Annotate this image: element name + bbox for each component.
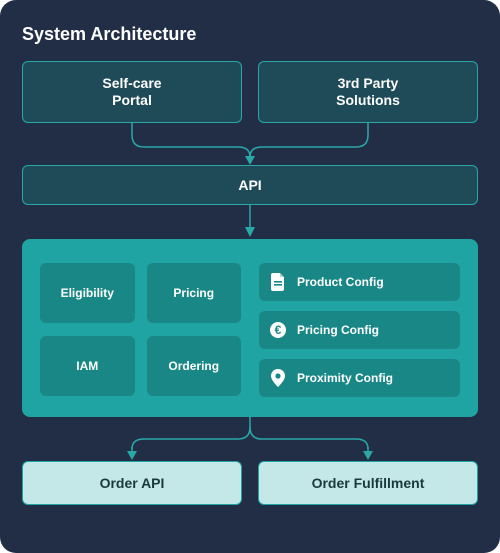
box-selfcare-portal: Self-carePortal — [22, 61, 242, 123]
architecture-diagram: System Architecture Self-carePortal 3rd … — [0, 0, 500, 553]
box-label: Self-carePortal — [102, 75, 161, 110]
config-product: Product Config — [259, 263, 460, 301]
service-iam: IAM — [40, 336, 135, 396]
svg-text:€: € — [275, 323, 282, 337]
config-pricing: € Pricing Config — [259, 311, 460, 349]
box-order-api: Order API — [22, 461, 242, 505]
top-row: Self-carePortal 3rd PartySolutions — [22, 61, 478, 123]
config-label: Proximity Config — [297, 371, 393, 385]
diagram-title: System Architecture — [22, 24, 478, 45]
box-3rd-party-solutions: 3rd PartySolutions — [258, 61, 478, 123]
service-ordering: Ordering — [147, 336, 242, 396]
bottom-row: Order API Order Fulfillment — [22, 461, 478, 505]
config-list: Product Config € Pricing Config Proximit… — [259, 263, 460, 397]
euro-icon: € — [269, 321, 287, 339]
config-label: Product Config — [297, 275, 384, 289]
service-pricing: Pricing — [147, 263, 242, 323]
service-eligibility: Eligibility — [40, 263, 135, 323]
pin-icon — [269, 369, 287, 387]
connector-top-to-api — [22, 123, 478, 165]
service-label: Pricing — [173, 286, 214, 300]
box-label: Order API — [100, 475, 165, 491]
connector-api-to-services — [22, 205, 478, 239]
box-label: 3rd PartySolutions — [336, 75, 400, 110]
service-label: Ordering — [168, 359, 219, 373]
services-panel: Eligibility Pricing IAM Ordering Product… — [22, 239, 478, 417]
box-label: Order Fulfillment — [312, 475, 425, 491]
config-proximity: Proximity Config — [259, 359, 460, 397]
connector-services-to-bottom — [22, 417, 478, 461]
box-order-fulfillment: Order Fulfillment — [258, 461, 478, 505]
services-grid: Eligibility Pricing IAM Ordering — [40, 263, 241, 397]
config-label: Pricing Config — [297, 323, 379, 337]
document-icon — [269, 273, 287, 291]
box-label: API — [238, 177, 261, 193]
box-api: API — [22, 165, 478, 205]
service-label: Eligibility — [61, 286, 114, 300]
service-label: IAM — [76, 359, 98, 373]
